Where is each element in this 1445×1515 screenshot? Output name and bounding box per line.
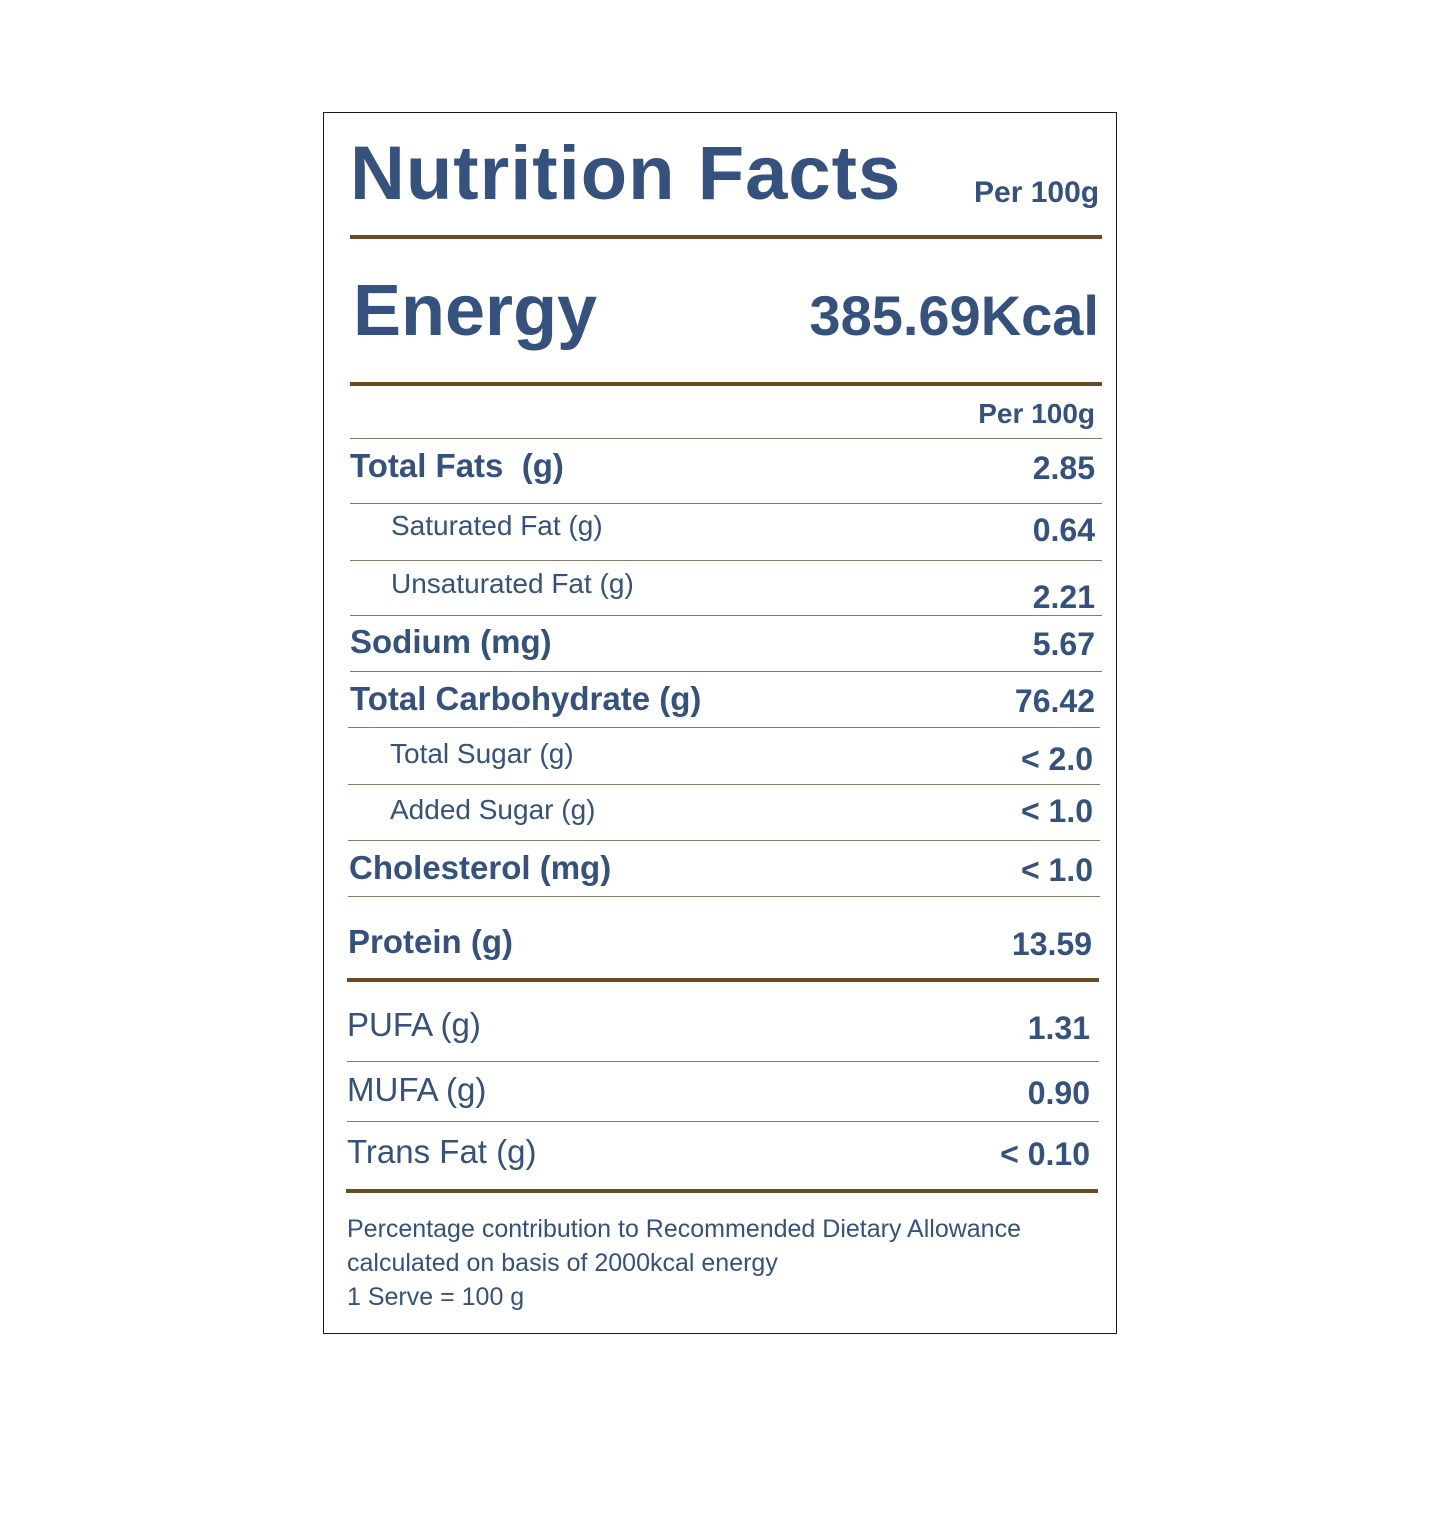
footnote-line-serve: 1 Serve = 100 g <box>347 1283 525 1311</box>
row-label-sodium: Sodium (mg) <box>350 623 552 660</box>
row-value-sodium: 5.67 <box>1032 626 1095 662</box>
row-label-pufa: PUFA (g) <box>347 1006 481 1043</box>
row-label-added-sugar: Added Sugar (g) <box>390 794 596 825</box>
row-label-unsaturated-fat: Unsaturated Fat (g) <box>391 568 634 599</box>
footnote: Percentage contribution to Recommended D… <box>347 1212 1107 1314</box>
row-value-total-fats: 2.85 <box>1032 450 1095 486</box>
row-value-mufa: 0.90 <box>1027 1075 1090 1111</box>
row-label-total-carbohydrate: Total Carbohydrate (g) <box>350 680 702 717</box>
divider-energy <box>350 382 1102 386</box>
row-value-added-sugar: < 1.0 <box>1020 793 1093 829</box>
row-value-unsaturated-fat: 2.21 <box>1032 579 1095 615</box>
column-header-per-100g: Per 100g <box>978 398 1095 429</box>
row-label-total-fats: Total Fats (g) <box>350 447 564 484</box>
footnote-line-basis: calculated on basis of 2000kcal energy <box>347 1249 778 1277</box>
row-label-cholesterol: Cholesterol (mg) <box>349 849 612 886</box>
row-label-trans-fat: Trans Fat (g) <box>347 1133 537 1170</box>
row-divider <box>348 784 1100 785</box>
row-label-total-sugar: Total Sugar (g) <box>390 738 574 769</box>
row-label-protein: Protein (g) <box>348 923 513 960</box>
row-divider <box>350 615 1102 616</box>
row-value-saturated-fat: 0.64 <box>1032 512 1095 548</box>
divider-protein <box>347 978 1099 982</box>
nutrition-label-panel <box>323 112 1117 1334</box>
row-value-pufa: 1.31 <box>1027 1010 1090 1046</box>
row-divider <box>347 1061 1099 1062</box>
row-value-total-carbohydrate: 76.42 <box>1014 683 1095 719</box>
row-divider <box>350 503 1102 504</box>
row-divider <box>350 560 1102 561</box>
row-divider <box>348 896 1100 897</box>
label-title: Nutrition Facts <box>350 131 902 216</box>
row-value-total-sugar: < 2.0 <box>1020 741 1093 777</box>
row-divider <box>348 840 1100 841</box>
energy-label: Energy <box>353 271 598 351</box>
row-value-protein: 13.59 <box>1011 926 1092 962</box>
divider-column-header <box>350 438 1102 439</box>
row-label-mufa: MUFA (g) <box>347 1071 487 1108</box>
row-value-trans-fat: < 0.10 <box>1000 1136 1090 1172</box>
title-per-serving: Per 100g <box>974 176 1100 209</box>
divider-top <box>350 235 1102 239</box>
row-label-saturated-fat: Saturated Fat (g) <box>391 510 603 541</box>
divider-bottom <box>346 1189 1098 1193</box>
row-divider <box>350 671 1102 672</box>
row-divider <box>348 727 1100 728</box>
footnote-line-rda: Percentage contribution to Recommended D… <box>347 1215 1021 1243</box>
energy-value: 385.69Kcal <box>809 284 1099 347</box>
row-value-cholesterol: < 1.0 <box>1020 852 1093 888</box>
row-divider <box>347 1121 1099 1122</box>
